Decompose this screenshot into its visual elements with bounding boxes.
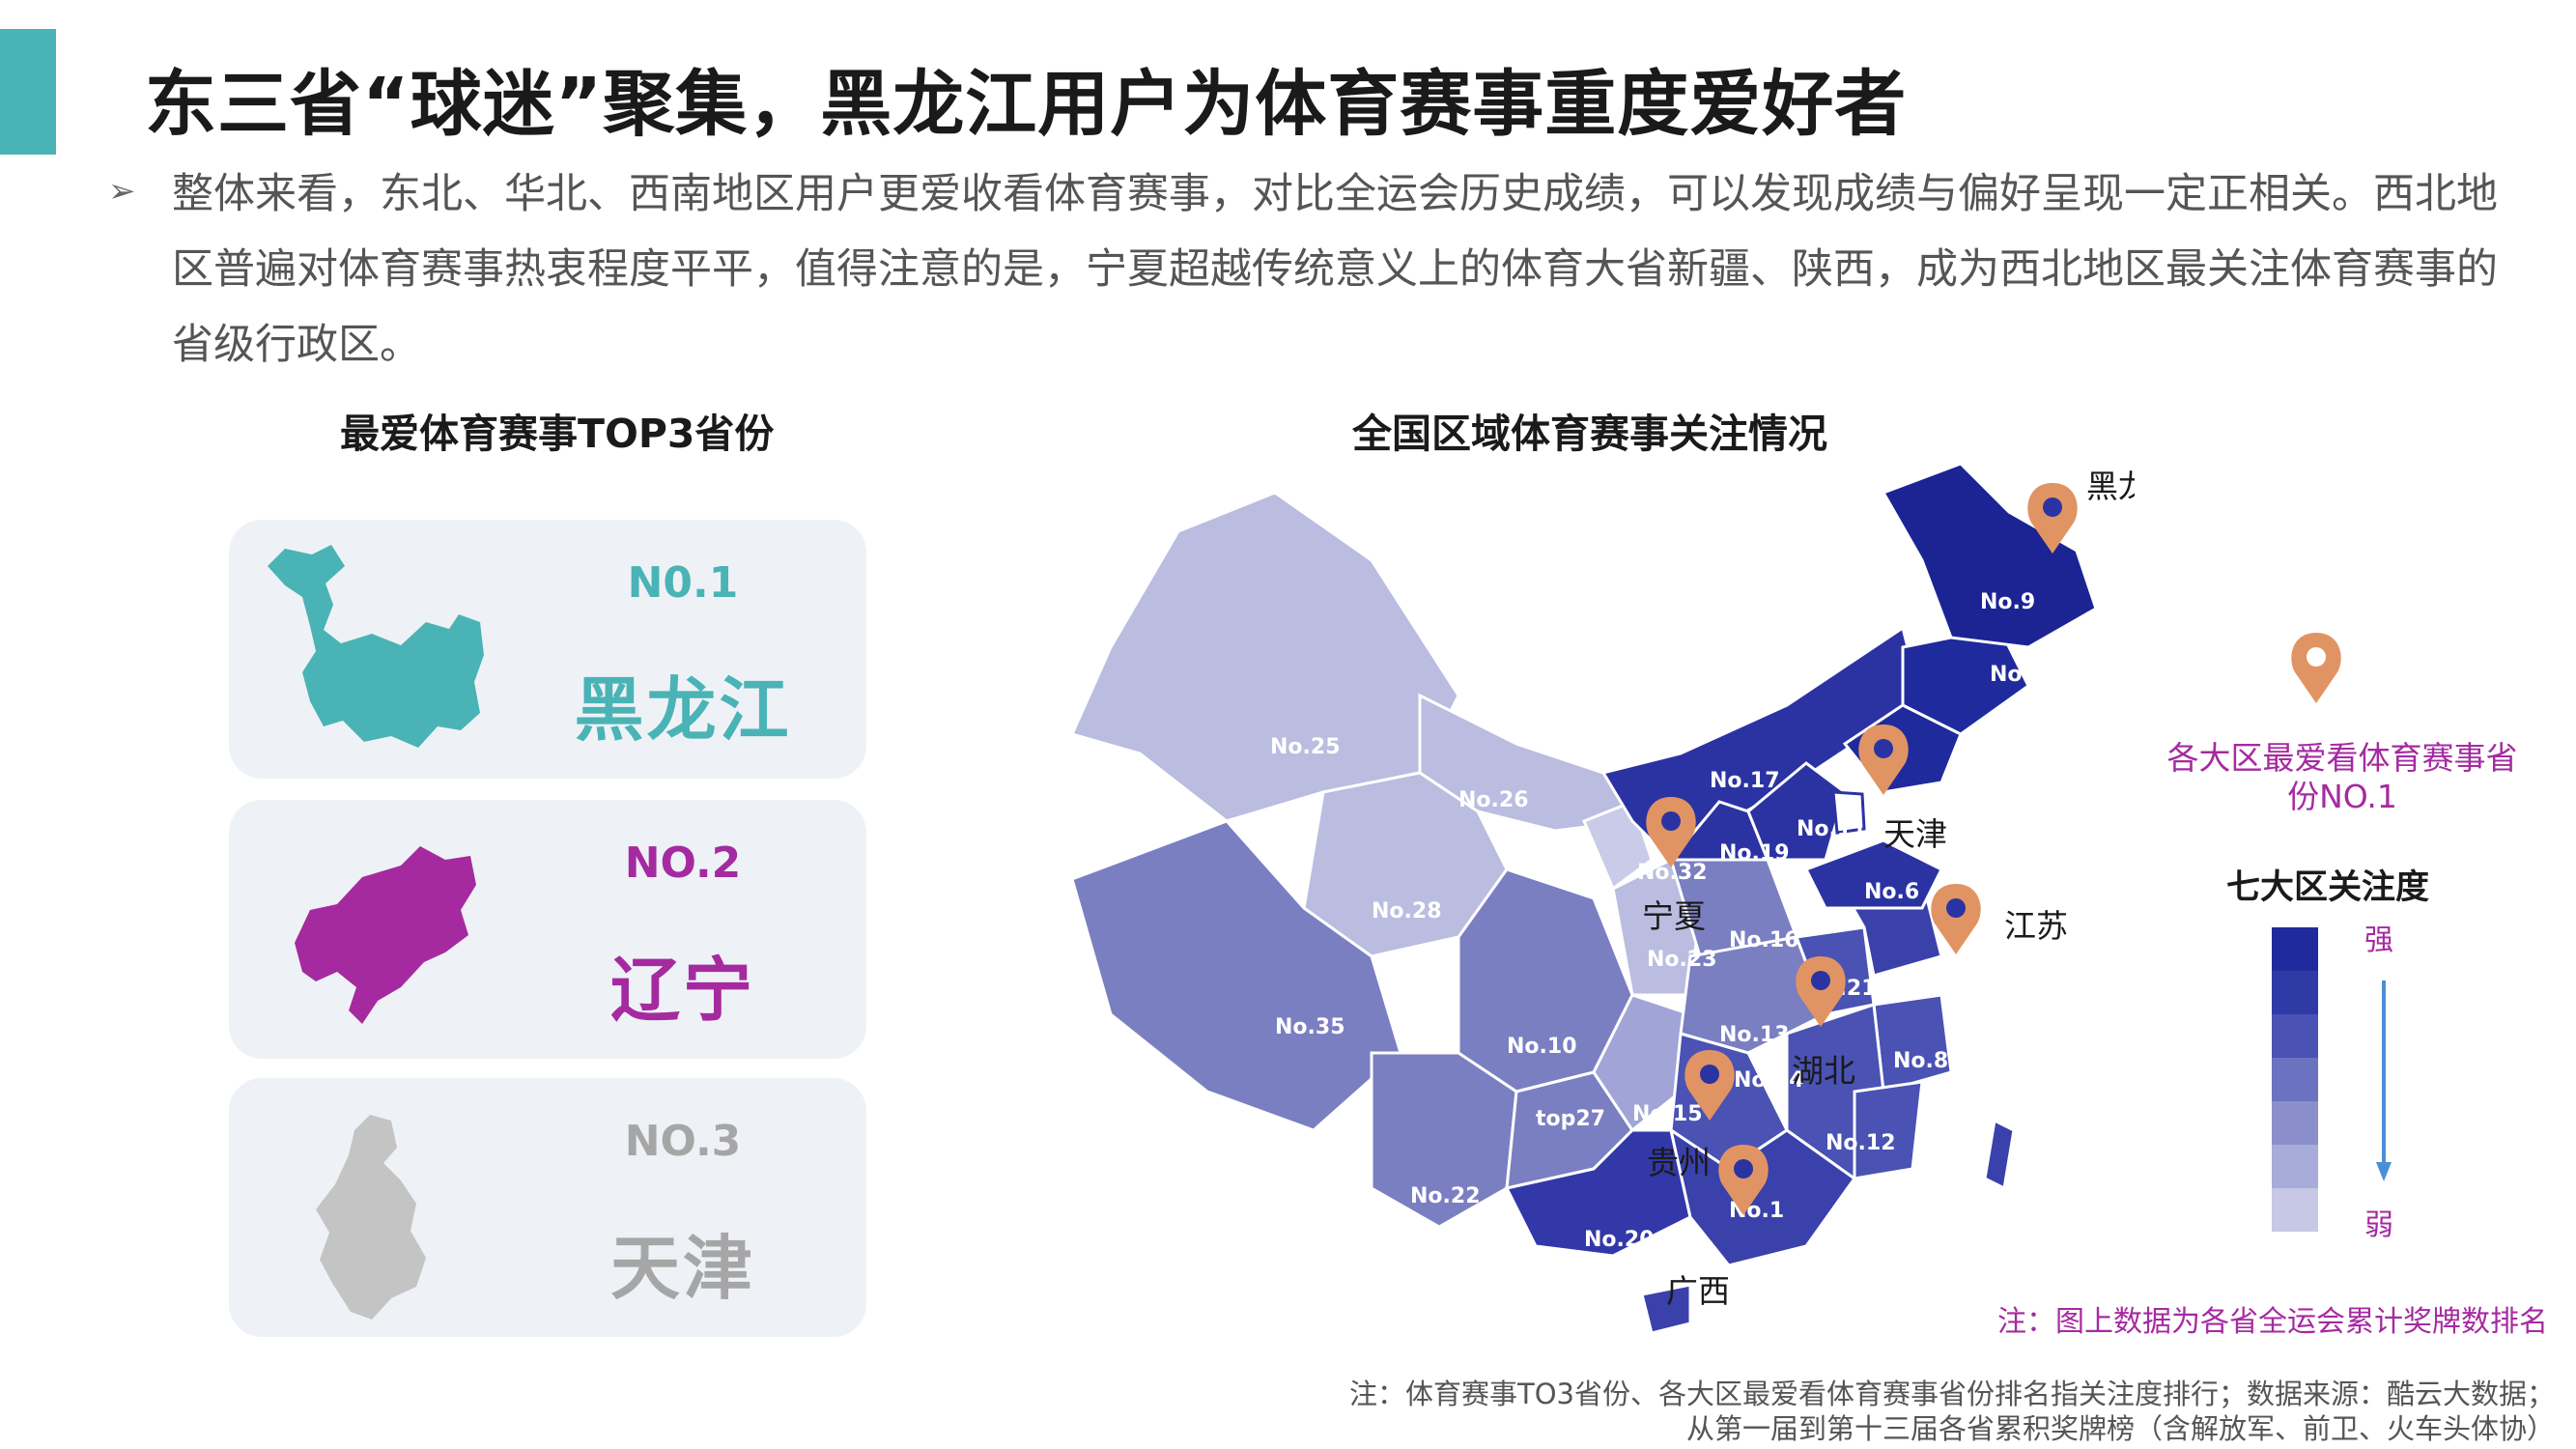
region-zhejiang [1872, 993, 1953, 1094]
tag-tibet: No.35 [1275, 1015, 1345, 1039]
rank-card-2: NO.2 辽宁 [229, 800, 866, 1059]
map-note: 注：图上数据为各省全运会累计奖牌数排名 [1997, 1305, 2548, 1339]
tag-jiangxi: No.12 [1826, 1131, 1896, 1155]
rank-card-1: N0.1 黑龙江 [229, 520, 866, 779]
tag-liaoning: No.4 [1956, 735, 2011, 759]
tag-shanxi: No.19 [1719, 841, 1790, 866]
city-guizhou: 贵州 [1647, 1144, 1711, 1181]
footnote-line-1: 注：体育赛事TO3省份、各大区最爱看体育赛事省份排名指关注度排行；数据来源：酷云… [1349, 1378, 2555, 1410]
tag-hunan: No.24 [1734, 1068, 1804, 1093]
rank-no-2: NO.2 [624, 838, 742, 888]
tag-xinjiang: No.25 [1270, 735, 1341, 759]
city-heilongjiang: 黑龙江 [2086, 468, 2135, 505]
rank-name-3: 天津 [609, 1228, 755, 1309]
tag-yunnan: No.22 [1410, 1184, 1481, 1208]
pin-jiangsu-icon [1931, 884, 1981, 954]
china-map: No.9 No.14 No.4 No.17 No.11 No.19 No.6 N… [1053, 454, 2182, 1366]
region-tianjin [1831, 790, 1866, 835]
pin-ningxia-icon [1646, 797, 1696, 867]
region-top-note: 各大区最爱看体育赛事省份NO.1 [2166, 739, 2518, 815]
pin-guangxi-icon [1718, 1145, 1769, 1215]
region-heilongjiang [1881, 462, 2098, 649]
title-accent-bar [0, 29, 56, 155]
tianjin-shape-icon [316, 1115, 426, 1320]
rank-no-3: NO.3 [624, 1117, 742, 1166]
legend-weak-label: 弱 [2364, 1208, 2393, 1242]
footnote: 注：体育赛事TO3省份、各大区最爱看体育赛事省份排名指关注度排行；数据来源：酷云… [1009, 1377, 2555, 1446]
legend-title: 七大区关注度 [2226, 868, 2430, 907]
tag-shandong: No.6 [1864, 880, 1919, 904]
pin-hubei-icon [1796, 956, 1846, 1027]
tag-neimenggu: No.17 [1710, 769, 1780, 793]
tag-guizhou: top27 [1536, 1107, 1605, 1131]
region-taiwan [1983, 1118, 2016, 1191]
tag-shaanxi: No.23 [1647, 948, 1717, 972]
tag-chongqing: No.15 [1632, 1102, 1703, 1126]
city-tianjin: 天津 [1883, 815, 1947, 853]
rank-no-1: N0.1 [627, 558, 739, 608]
region-shaanxi [1611, 858, 1702, 997]
attention-scale [2272, 927, 2318, 1232]
liaoning-shape-icon [295, 846, 476, 1024]
footnote-line-2: 从第一届到第十三届各省累积奖牌榜（含解放军、前卫、火车头体协） [1685, 1412, 2555, 1445]
tag-guangxi: No.20 [1584, 1228, 1655, 1252]
tag-hebei: No.11 [1797, 817, 1867, 841]
tag-hubei: No.13 [1719, 1023, 1790, 1047]
tag-heilongjiang: No.9 [1980, 590, 2035, 614]
city-hubei: 湖北 [1792, 1052, 1855, 1090]
tag-zhejiang: No.8 [1893, 1049, 1948, 1073]
tag-jiangsu: No.7 [1883, 972, 1939, 996]
tag-shanghai: No.3 [1956, 998, 2011, 1022]
region-shandong [1803, 838, 1944, 910]
bullet-arrow-icon: ➢ [108, 172, 136, 211]
heilongjiang-shape-icon [268, 545, 484, 748]
page-title: 东三省“球迷”聚集，黑龙江用户为体育赛事重度爱好者 [145, 63, 1908, 146]
legend-strong-label: 强 [2364, 923, 2393, 957]
tag-henan: No.16 [1729, 928, 1799, 952]
pin-guizhou-icon [1684, 1050, 1735, 1121]
rank-card-3: NO.3 天津 [229, 1078, 866, 1337]
region-fujian [1853, 1080, 1924, 1180]
tag-sichuan: No.10 [1507, 1035, 1577, 1059]
intro-paragraph: 整体来看，东北、华北、西南地区用户更爱收看体育赛事，对比全运会历史成绩，可以发现… [172, 170, 2498, 369]
region-top-pin-icon [2287, 628, 2345, 709]
top3-heading: 最爱体育赛事TOP3省份 [340, 411, 775, 457]
city-ningxia: 宁夏 [1642, 897, 1706, 935]
pin-hebei-icon [1858, 724, 1909, 795]
rank-name-1: 黑龙江 [574, 669, 792, 751]
tag-qinghai: No.28 [1372, 899, 1442, 923]
city-guangxi: 广西 [1666, 1272, 1730, 1310]
map-heading: 全国区域体育赛事关注情况 [1352, 411, 1827, 457]
rank-name-2: 辽宁 [609, 950, 755, 1031]
down-arrow-icon [2376, 980, 2392, 1181]
region-hainan [1640, 1283, 1692, 1335]
region-xinjiang [1069, 491, 1460, 823]
city-jiangsu: 江苏 [2004, 907, 2068, 945]
tag-jilin: No.14 [1990, 663, 2060, 687]
tag-hainan: No.34 [1797, 1313, 1867, 1337]
pin-heilongjiang-icon [2027, 483, 2078, 554]
tag-gansu: No.26 [1458, 788, 1529, 812]
